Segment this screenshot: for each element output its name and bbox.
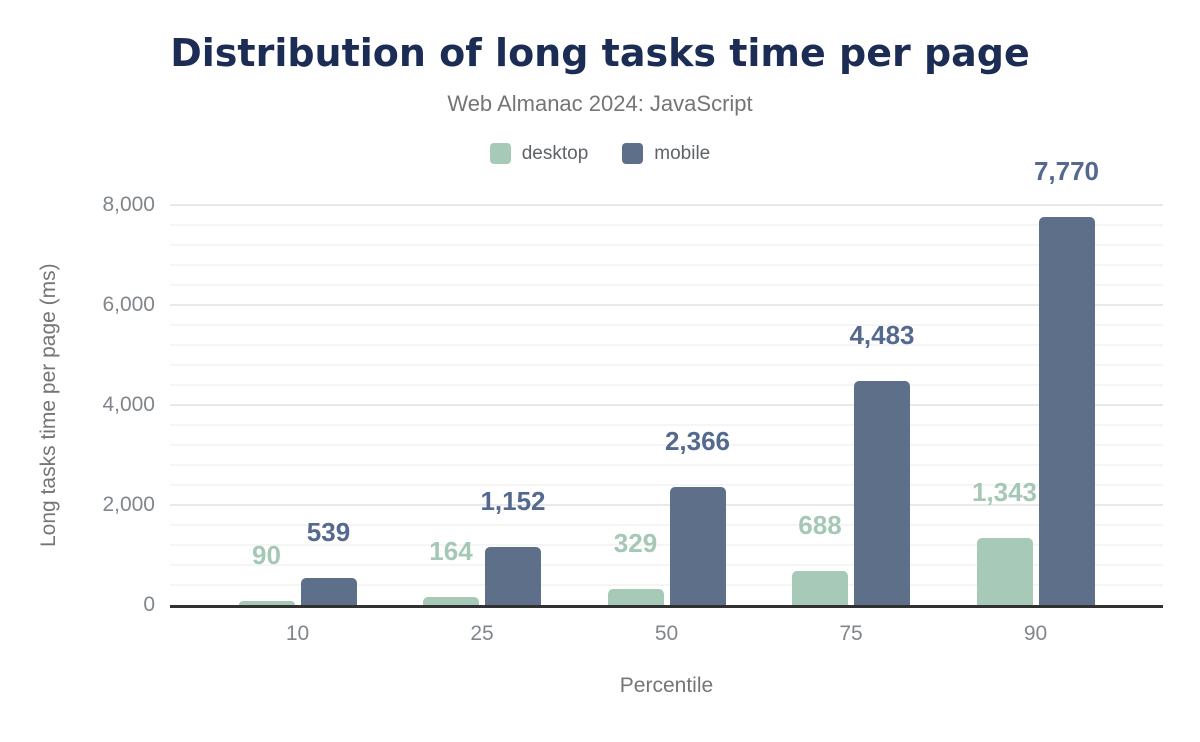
minor-gridline — [170, 324, 1163, 326]
minor-gridline — [170, 284, 1163, 286]
desktop-bar-value: 329 — [613, 527, 658, 558]
desktop-bar — [607, 588, 664, 605]
desktop-bar — [792, 570, 848, 605]
chart-subtitle: Web Almanac 2024: JavaScript — [447, 91, 753, 116]
y-tick-label: 6,000 — [102, 293, 155, 316]
major-gridline — [170, 404, 1163, 406]
minor-gridline — [170, 344, 1163, 346]
mobile-bar — [300, 578, 357, 605]
desktop-bar-value: 1,343 — [971, 476, 1038, 507]
minor-gridline — [170, 264, 1163, 266]
plot-area: 0 2,000 4,000 6,000 8,000 10 90 539 25 164 1,152 50… — [102, 156, 1163, 645]
minor-gridline — [170, 244, 1163, 246]
mobile-swatch-icon — [622, 143, 644, 164]
minor-gridline — [170, 224, 1163, 226]
minor-gridline — [170, 444, 1163, 446]
x-axis-title: Percentile — [619, 674, 714, 697]
mobile-bar-value: 2,366 — [664, 425, 731, 456]
minor-gridline — [170, 484, 1163, 486]
legend-label-mobile: mobile — [654, 143, 711, 164]
desktop-swatch-icon — [489, 143, 511, 164]
minor-gridline — [170, 564, 1163, 566]
minor-gridline — [170, 584, 1163, 586]
minor-gridline — [170, 544, 1163, 546]
mobile-bar-value: 7,770 — [1033, 155, 1100, 186]
minor-gridline — [170, 524, 1163, 526]
y-tick-label: 2,000 — [102, 493, 155, 516]
minor-gridline — [170, 384, 1163, 386]
major-gridline — [170, 304, 1163, 306]
major-gridline — [170, 204, 1163, 206]
major-gridline — [170, 504, 1163, 506]
desktop-bar — [238, 600, 295, 605]
desktop-bar-value: 164 — [429, 535, 473, 566]
x-tick-label: 90 — [1023, 622, 1048, 645]
desktop-bar — [976, 537, 1033, 605]
y-axis-title: Long tasks time per page (ms) — [37, 263, 60, 547]
legend-item-desktop: desktop — [489, 141, 589, 166]
desktop-bar — [423, 596, 479, 605]
legend-label-desktop: desktop — [521, 143, 589, 164]
mobile-bar — [485, 547, 541, 605]
x-tick-label: 10 — [285, 622, 310, 645]
legend-item-mobile: mobile — [622, 141, 710, 166]
minor-gridline — [170, 424, 1163, 426]
mobile-bar — [669, 486, 726, 605]
mobile-bar-value: 1,152 — [480, 486, 546, 517]
minor-gridline — [170, 464, 1163, 466]
x-tick-label: 25 — [470, 622, 494, 645]
mobile-bar — [854, 380, 910, 605]
mobile-bar-value: 4,483 — [849, 319, 915, 350]
y-tick-label: 4,000 — [102, 393, 155, 416]
desktop-bar-value: 688 — [798, 509, 842, 540]
chart-legend: desktop mobile — [0, 141, 1200, 166]
x-tick-label: 50 — [654, 622, 679, 645]
mobile-bar — [1038, 216, 1095, 605]
x-tick-label: 75 — [839, 622, 863, 645]
minor-gridline — [170, 364, 1163, 366]
chart-title: Distribution of long tasks time per page — [170, 31, 1030, 75]
y-tick-label: 0 — [143, 593, 155, 616]
mobile-bar-value: 539 — [306, 517, 351, 548]
y-tick-label: 8,000 — [102, 193, 155, 216]
desktop-bar-value: 90 — [252, 539, 281, 570]
